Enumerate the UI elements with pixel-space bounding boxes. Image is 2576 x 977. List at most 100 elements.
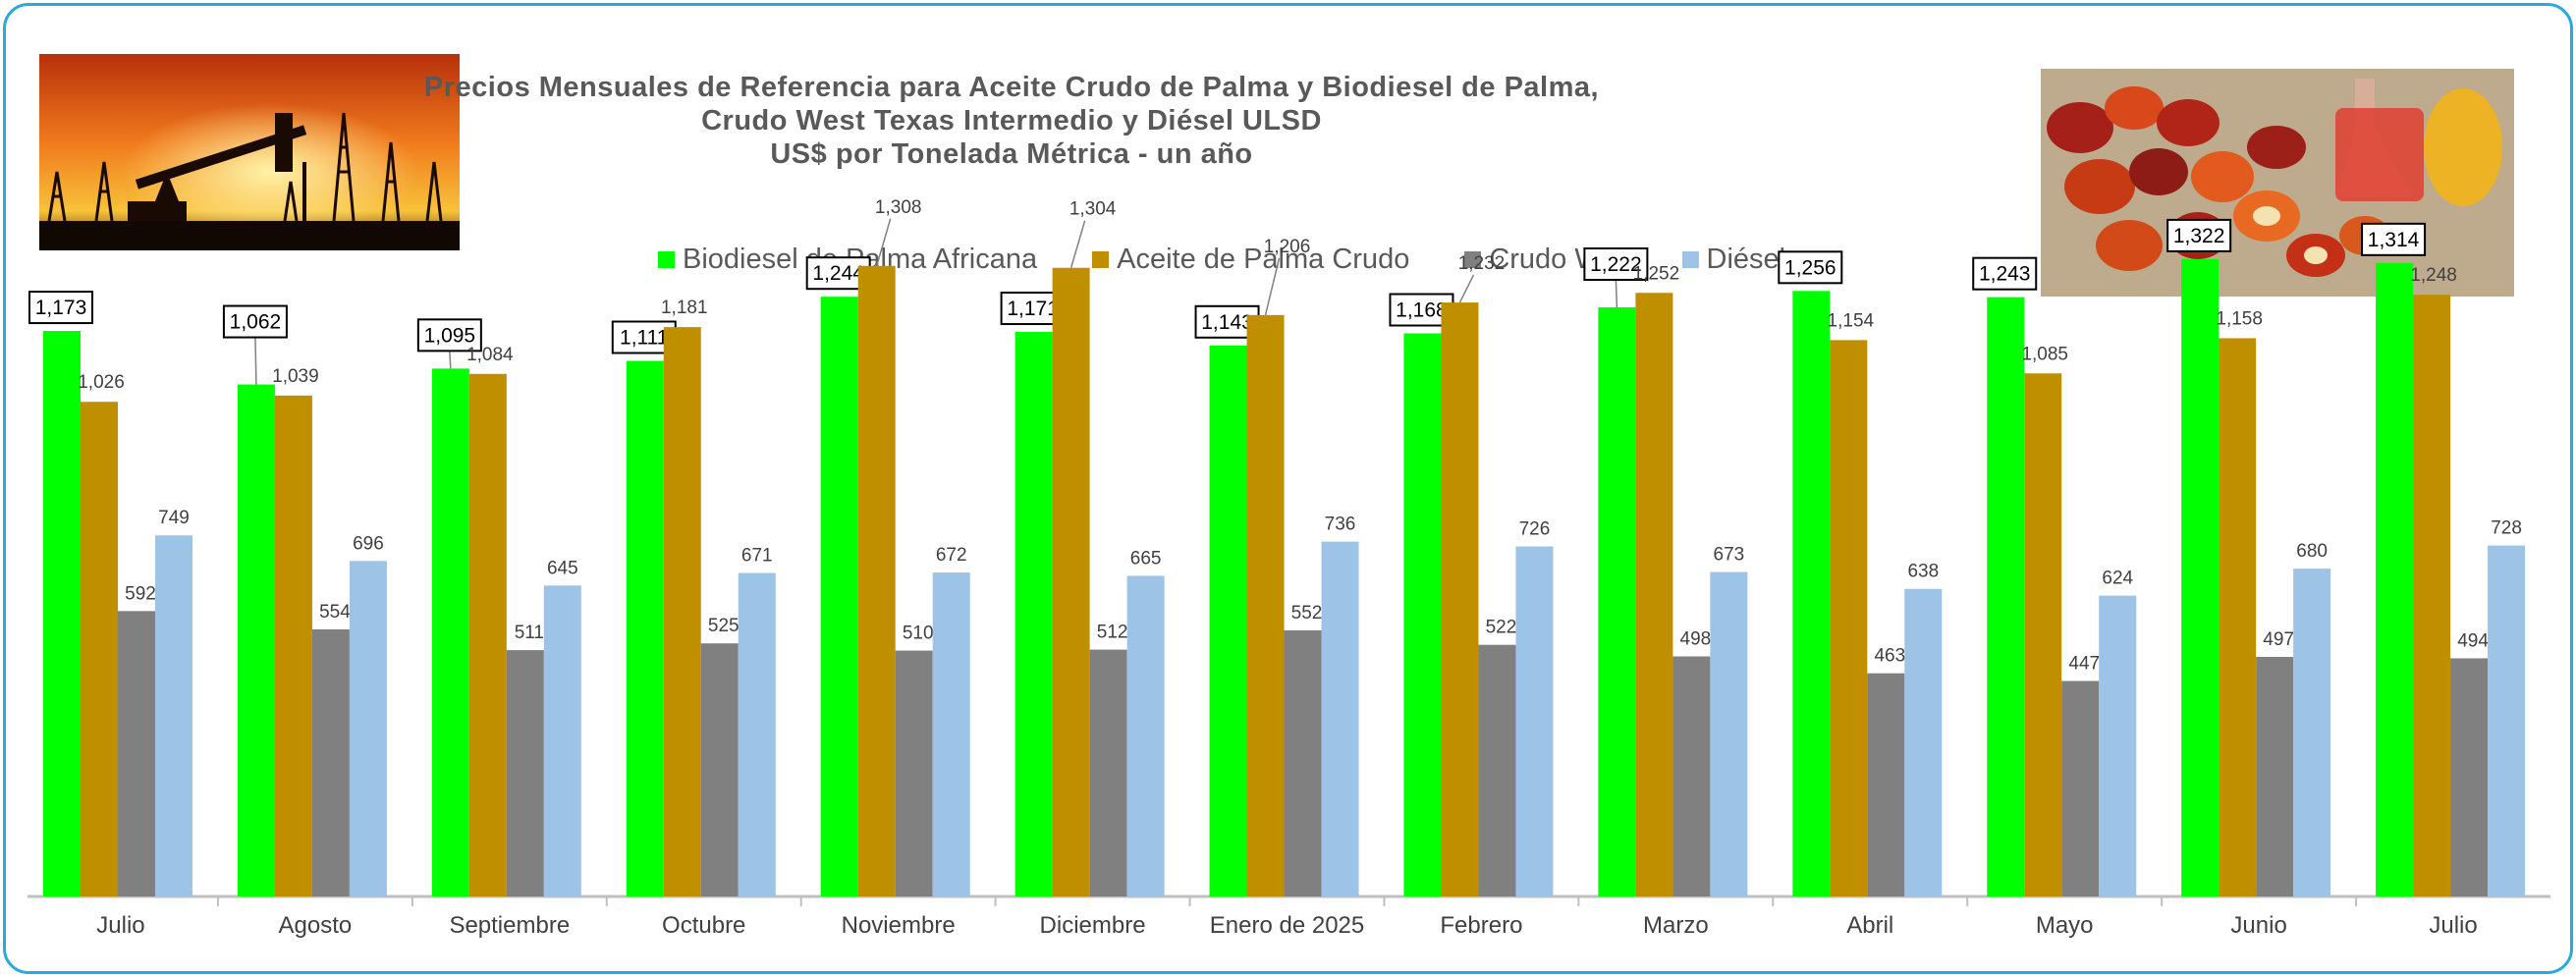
data-label-box <box>222 304 288 339</box>
bar-aceite <box>2024 373 2062 896</box>
bar-diesel <box>2488 545 2526 896</box>
data-label-box <box>1583 246 1649 281</box>
bar-biodiesel <box>43 331 81 896</box>
data-label-biodiesel: 1,243 <box>1979 263 2031 286</box>
data-label-biodiesel: 1,143 <box>1201 311 1253 334</box>
data-label-biodiesel: 1,168 <box>1396 299 1448 322</box>
bar-biodiesel <box>1209 345 1247 896</box>
data-label-biodiesel: 1,111 <box>620 326 668 349</box>
bar-diesel <box>932 572 970 896</box>
data-label-leader <box>1615 279 1618 308</box>
data-label-aceite: 1,232 <box>1458 253 1506 274</box>
data-label-wti: 522 <box>1486 618 1517 638</box>
data-label-leader <box>449 351 452 369</box>
bar-diesel <box>1126 575 1165 896</box>
data-label-box <box>2166 218 2232 252</box>
bar-diesel <box>1904 588 1943 896</box>
data-label-aceite: 1,026 <box>78 372 125 393</box>
bar-diesel <box>1515 546 1554 896</box>
legend-item-diesel: Diésel <box>1681 243 1786 276</box>
data-label-wti: 510 <box>903 624 934 644</box>
data-label-aceite: 1,248 <box>2410 265 2457 286</box>
data-label-biodiesel: 1,171 <box>1007 298 1059 320</box>
legend-label-diesel: Diésel <box>1706 243 1786 275</box>
data-label-box <box>28 291 93 325</box>
bar-diesel <box>349 561 387 896</box>
data-label-wti: 497 <box>2263 629 2294 650</box>
data-label-diesel: 624 <box>2102 569 2133 589</box>
data-label-wti: 447 <box>2068 654 2100 675</box>
bar-diesel <box>2099 595 2137 896</box>
data-label-aceite: 1,181 <box>661 298 708 318</box>
bar-wti <box>118 611 155 896</box>
bar-aceite <box>1441 302 1479 896</box>
legend-swatch-aceite <box>1092 250 1110 268</box>
data-label-aceite: 1,206 <box>1264 237 1311 257</box>
x-tick-label: Octubre <box>662 912 745 939</box>
data-label-wti: 552 <box>1291 603 1323 624</box>
data-label-aceite: 1,158 <box>2216 308 2263 329</box>
bar-biodiesel <box>431 368 469 897</box>
data-label-aceite: 1,304 <box>1069 199 1117 220</box>
data-label-aceite: 1,252 <box>1633 263 1680 284</box>
bar-aceite <box>1052 267 1090 897</box>
bar-aceite <box>81 402 118 896</box>
legend-swatch-biodiesel <box>658 250 675 268</box>
data-label-diesel: 749 <box>158 508 190 528</box>
data-label-leader <box>875 218 892 266</box>
data-label-biodiesel: 1,095 <box>424 324 476 347</box>
x-tick-label: Septiembre <box>449 912 570 939</box>
data-label-wti: 525 <box>708 616 740 636</box>
bar-wti <box>700 643 739 896</box>
x-tick-label: Noviembre <box>842 912 956 939</box>
x-tick-label: Julio <box>96 912 144 939</box>
bar-wti <box>506 650 544 896</box>
x-tick-label: Enero de 2025 <box>1210 912 1364 939</box>
bar-wti <box>1867 673 1905 896</box>
data-label-biodiesel: 1,256 <box>1784 256 1836 279</box>
bar-biodiesel <box>237 384 275 897</box>
chart-title: Precios Mensuales de Referencia para Ace… <box>422 71 1601 171</box>
bar-aceite <box>2219 338 2257 896</box>
data-label-leader <box>1264 257 1281 316</box>
bar-aceite <box>1830 340 1868 896</box>
chart-title-line-2: Crudo West Texas Intermedio y Diésel ULS… <box>701 105 1322 136</box>
data-label-biodiesel: 1,222 <box>1590 253 1642 276</box>
legend-item-aceite: Aceite de Palma Crudo <box>1092 244 1409 276</box>
bar-biodiesel <box>1987 297 2025 896</box>
bar-diesel <box>543 585 581 896</box>
x-tick-label: Julio <box>2429 912 2477 939</box>
bar-biodiesel <box>2181 258 2220 896</box>
data-label-biodiesel: 1,062 <box>230 311 282 334</box>
x-tick-label: Junio <box>2230 912 2286 939</box>
data-label-biodiesel: 1,322 <box>2173 225 2225 247</box>
legend-label-aceite: Aceite de Palma Crudo <box>1117 243 1410 275</box>
bar-aceite <box>468 373 507 897</box>
bar-diesel <box>1321 541 1359 896</box>
data-label-aceite: 1,154 <box>1828 310 1875 331</box>
x-tick-label: Abril <box>1846 912 1893 939</box>
data-label-diesel: 665 <box>1130 548 1162 569</box>
bar-aceite <box>663 327 701 896</box>
bar-wti <box>1284 629 1322 896</box>
data-label-wti: 494 <box>2457 630 2489 651</box>
data-label-diesel: 671 <box>741 546 773 567</box>
legend-swatch-diesel <box>1681 250 1699 268</box>
data-label-aceite: 1,085 <box>2021 344 2068 364</box>
data-label-aceite: 1,039 <box>272 366 319 387</box>
data-label-aceite: 1,084 <box>466 345 514 365</box>
data-label-leader <box>1458 274 1475 303</box>
data-label-wti: 498 <box>1680 628 1712 649</box>
data-label-box <box>1778 250 1843 285</box>
oil-pump-sunset-photo <box>39 54 460 250</box>
bar-biodiesel <box>820 297 858 896</box>
data-label-diesel: 645 <box>547 558 578 578</box>
bar-diesel <box>1710 571 1748 896</box>
bar-wti <box>1672 656 1711 896</box>
data-label-diesel: 736 <box>1325 515 1356 535</box>
chart-title-line-3: US$ por Tonelada Métrica - un año <box>770 138 1253 170</box>
x-tick-label: Mayo <box>2036 912 2094 939</box>
data-label-aceite: 1,308 <box>875 197 922 218</box>
legend-swatch-wti <box>1464 250 1482 268</box>
bar-aceite <box>857 265 896 897</box>
